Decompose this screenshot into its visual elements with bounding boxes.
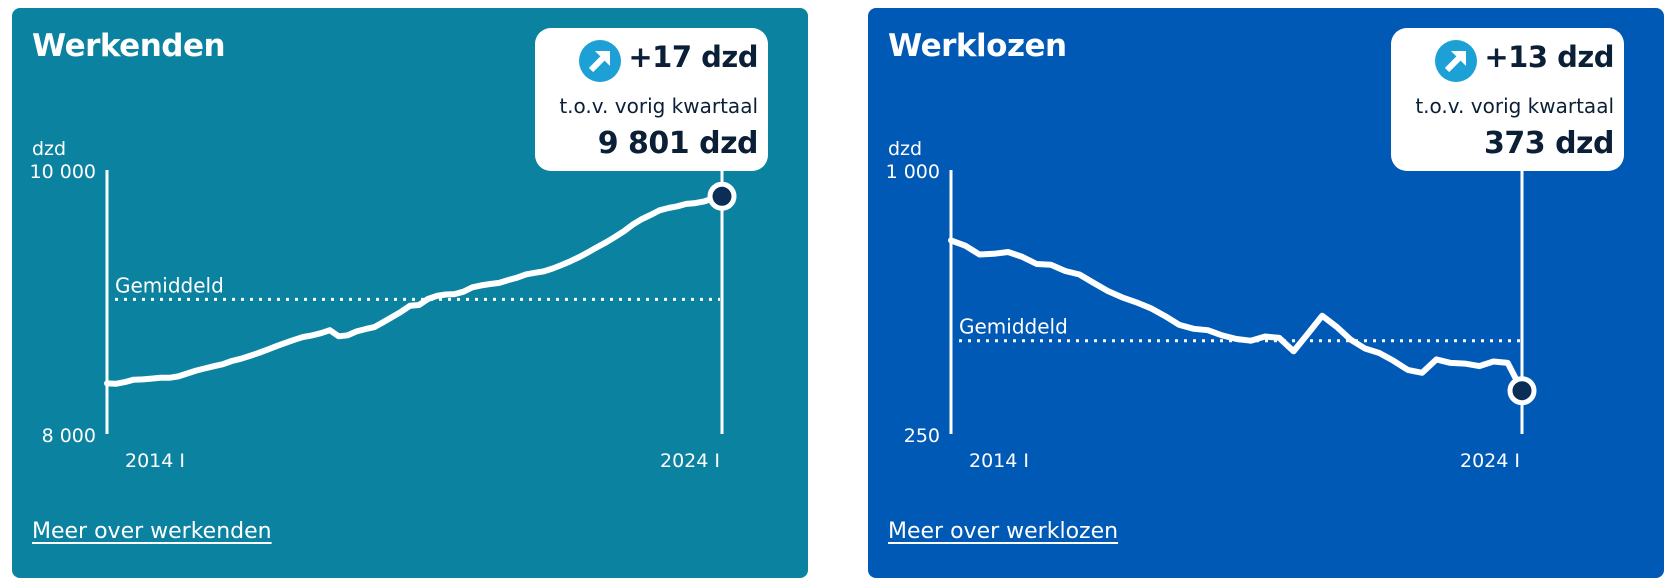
werkenden-card: Werkenden +17 dzd t.o.v. vorig kwartaal … <box>12 8 808 578</box>
change-value: +13 dzd <box>1484 40 1614 74</box>
average-label: Gemiddeld <box>959 315 1068 339</box>
werklozen-line-chart: dzd 1 000 250 2014 I 2024 I Gemiddeld <box>886 138 1537 472</box>
y-axis-unit: dzd <box>888 138 922 160</box>
werkenden-line-chart: dzd 10 000 8 000 2014 I 2024 I Gemiddeld <box>30 138 737 472</box>
series-line <box>104 193 725 387</box>
end-point-marker <box>1507 376 1537 406</box>
x-axis-label-start: 2014 I <box>125 450 185 472</box>
y-tick-label-top: 1 000 <box>886 161 940 183</box>
x-axis-label-end: 2024 I <box>660 450 720 472</box>
y-tick-label-bottom: 8 000 <box>42 425 96 447</box>
average-label: Gemiddeld <box>115 273 224 297</box>
y-axis-unit: dzd <box>32 138 66 160</box>
x-axis-label-start: 2014 I <box>969 450 1029 472</box>
meer-over-werklozen-link[interactable]: Meer over werklozen <box>888 519 1119 544</box>
x-axis-label-end: 2024 I <box>1460 450 1520 472</box>
arrow-up-right-icon <box>579 40 621 82</box>
change-note: t.o.v. vorig kwartaal <box>1415 94 1614 118</box>
y-tick-label-bottom: 250 <box>904 425 940 447</box>
change-note: t.o.v. vorig kwartaal <box>559 94 758 118</box>
end-point-marker <box>707 181 737 211</box>
werklozen-card: Werklozen +13 dzd t.o.v. vorig kwartaal … <box>868 8 1664 578</box>
y-tick-label-top: 10 000 <box>30 161 96 183</box>
current-value: 9 801 dzd <box>597 126 759 161</box>
current-value: 373 dzd <box>1484 126 1614 161</box>
card-title: Werklozen <box>888 28 1067 64</box>
stat-box: +17 dzd t.o.v. vorig kwartaal 9 801 dzd <box>535 28 768 171</box>
change-value: +17 dzd <box>628 40 758 74</box>
arrow-up-right-icon <box>1435 40 1477 82</box>
stat-box: +13 dzd t.o.v. vorig kwartaal 373 dzd <box>1391 28 1624 171</box>
series-line <box>948 237 1525 394</box>
meer-over-werkenden-link[interactable]: Meer over werkenden <box>32 519 272 544</box>
card-title: Werkenden <box>32 28 226 64</box>
